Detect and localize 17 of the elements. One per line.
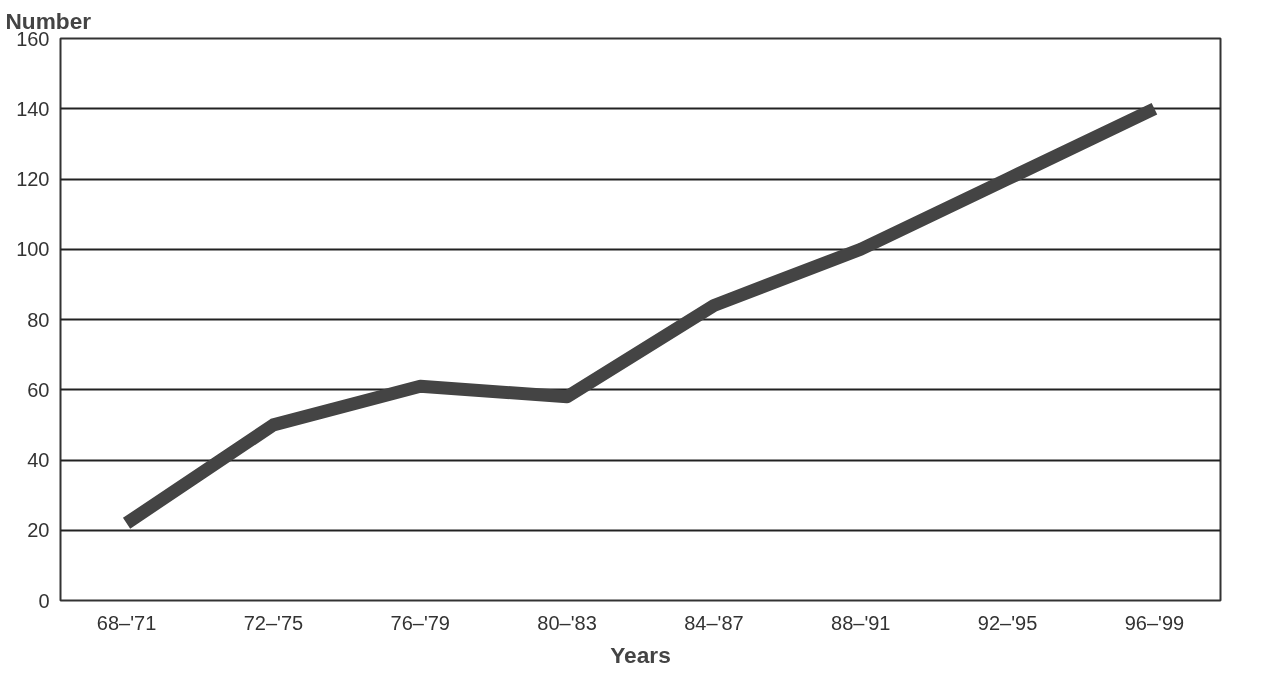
x-tick-label: 84–'87 xyxy=(684,611,744,634)
x-tick-label: 68–'71 xyxy=(96,611,157,634)
x-tick-label: 72–'75 xyxy=(243,611,304,634)
y-tick-label: 120 xyxy=(16,168,50,190)
x-tick-label: 80–'83 xyxy=(537,611,597,634)
y-tick-label: 20 xyxy=(27,519,50,542)
x-tick-label: 96–'99 xyxy=(1124,611,1185,634)
y-tick-label: 100 xyxy=(16,238,50,261)
x-tick-label: 92–'95 xyxy=(977,611,1038,634)
x-axis-title: Years xyxy=(610,641,671,668)
y-tick-label: 0 xyxy=(38,589,50,612)
x-tick-label: 76–'79 xyxy=(390,611,450,634)
y-tick-label: 80 xyxy=(27,308,50,331)
x-tick-label: 88–'91 xyxy=(831,611,891,634)
y-tick-label: 60 xyxy=(27,378,50,401)
y-tick-label: 140 xyxy=(16,97,50,120)
y-tick-label: 40 xyxy=(27,449,50,471)
